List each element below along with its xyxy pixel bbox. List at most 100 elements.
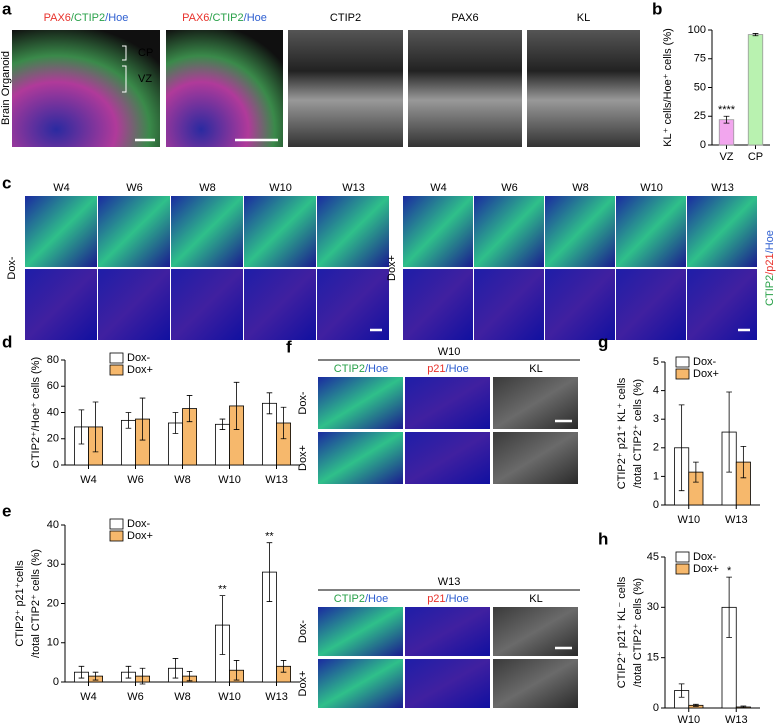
y-tick-label: 40	[47, 406, 59, 418]
group-label: Dox+	[386, 255, 398, 281]
micrograph	[405, 377, 490, 429]
channel-label-part: PAX6	[182, 12, 209, 24]
y-tick-label: 0	[53, 459, 59, 471]
legend-swatch	[109, 530, 124, 542]
micrograph	[687, 196, 757, 267]
channel-label-part: /Hoe	[446, 593, 469, 605]
micrograph	[166, 30, 283, 147]
legend-label: Dox+	[127, 530, 153, 542]
channel-label: p21/Hoe	[427, 363, 469, 375]
channel-label: CTIP2/Hoe	[334, 363, 388, 375]
y-tick-label: 60	[47, 380, 59, 392]
x-tick-label: W13	[725, 714, 748, 726]
error-bar	[752, 33, 759, 37]
column-label: W6	[501, 182, 518, 194]
block-title: W10	[438, 346, 461, 358]
micrograph	[98, 269, 170, 340]
y-tick-label: 0	[653, 702, 659, 714]
row-label: Dox+	[297, 445, 309, 471]
channel-label-part: /Hoe	[365, 363, 388, 375]
y-tick-label: 45	[647, 551, 659, 563]
micrograph	[317, 196, 389, 267]
channel-label-part: /Hoe	[446, 363, 469, 375]
y-tick-label: 5	[653, 356, 659, 368]
y-tick-label: 25	[694, 110, 706, 122]
panel-letter: d	[2, 332, 12, 351]
x-tick-label: W4	[80, 474, 97, 486]
y-tick-label: 40	[47, 519, 59, 531]
side-label: Brain Organoid	[0, 51, 12, 125]
error-bar	[678, 404, 685, 492]
channel-label-part: /CTIP2	[71, 12, 105, 24]
error-bar	[280, 406, 287, 440]
micrograph	[408, 30, 522, 147]
column-label: W4	[53, 182, 70, 194]
micrograph	[318, 432, 403, 484]
significance: **	[218, 584, 227, 596]
channel-label: p21/Hoe	[427, 593, 469, 605]
micrograph	[405, 659, 490, 708]
micrograph	[318, 659, 403, 708]
micrograph	[545, 196, 615, 267]
channel-label: CTIP2/Hoe	[334, 593, 388, 605]
bracket	[122, 65, 127, 93]
micrograph	[616, 269, 686, 340]
error-bar	[172, 412, 179, 434]
x-tick-label: W13	[725, 514, 748, 526]
y-tick-label: 2	[653, 442, 659, 454]
legend-swatch	[675, 368, 690, 380]
micrograph	[244, 196, 316, 267]
micrograph	[171, 269, 243, 340]
panel-letter: h	[598, 529, 608, 548]
error-bar	[172, 658, 179, 679]
error-bar	[280, 660, 287, 673]
error-bar	[186, 395, 193, 423]
micrograph	[244, 269, 316, 340]
column-label: W6	[126, 182, 143, 194]
y-tick-label: 10	[47, 637, 59, 649]
bracket	[122, 45, 127, 61]
legend-swatch	[675, 356, 690, 368]
legend-label: Dox+	[693, 563, 719, 575]
legend-label: Dox-	[127, 518, 151, 530]
error-bar	[125, 412, 132, 429]
error-bar	[139, 397, 146, 441]
error-bar	[740, 445, 747, 479]
error-bar	[78, 665, 85, 679]
y-tick-label: 30	[647, 601, 659, 613]
error-bar	[693, 461, 699, 483]
significance: *	[727, 565, 732, 577]
y-axis-label: CTIP2⁺/Hoe⁺ cells (%)	[30, 357, 42, 468]
micrograph	[616, 196, 686, 267]
micrograph	[171, 196, 243, 267]
error-bar	[726, 391, 732, 473]
error-bar	[266, 392, 273, 415]
legend-label: Dox+	[127, 364, 153, 376]
region-label: CP	[138, 47, 153, 59]
micrograph	[25, 196, 97, 267]
x-tick-label: W13	[265, 691, 288, 703]
error-bar	[125, 665, 132, 679]
bar	[747, 34, 764, 146]
legend-label: Dox+	[693, 368, 719, 380]
legend-swatch	[675, 551, 690, 563]
y-tick-label: 80	[47, 354, 59, 366]
column-label: W8	[572, 182, 589, 194]
channel-label-part: /Hoe	[244, 12, 267, 24]
y-tick-label: 20	[47, 597, 59, 609]
channel-label: PAX6/CTIP2/Hoe	[182, 12, 267, 24]
error-bar	[219, 595, 226, 655]
micrograph	[405, 432, 490, 484]
channel-label-part: KL	[577, 12, 590, 24]
micrograph	[527, 30, 640, 147]
panel-letter: c	[2, 173, 11, 192]
micrograph	[493, 432, 578, 484]
y-tick-label: 20	[47, 433, 59, 445]
channel-label: KL	[577, 12, 590, 24]
micrograph	[25, 269, 97, 340]
micrograph	[318, 607, 403, 656]
error-bar	[740, 705, 747, 709]
error-bar	[139, 667, 146, 685]
error-bar	[92, 401, 99, 453]
